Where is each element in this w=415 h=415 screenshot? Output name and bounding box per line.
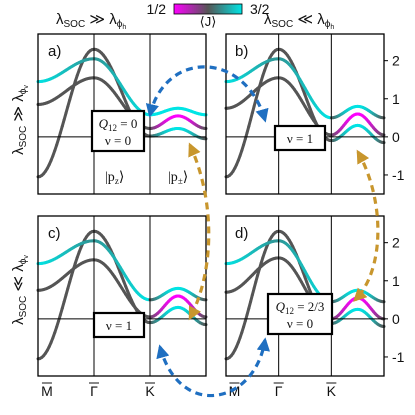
x-tick-label-3: K xyxy=(327,383,337,399)
y-tick-label: -1 xyxy=(392,167,405,183)
panel-a-nu-text: ν = 0 xyxy=(105,133,131,148)
y-tick-label: 1 xyxy=(392,91,400,107)
y-tick-label: 2 xyxy=(392,53,400,69)
panel-d-frame xyxy=(225,215,385,377)
panel-c-label: c) xyxy=(48,225,61,242)
panel-d-q12-text: Q12 = 2/3 xyxy=(276,299,325,316)
panel-c: c) ν = 1 xyxy=(36,215,208,377)
y-tick-label: 0 xyxy=(392,311,400,327)
panel-c-bands xyxy=(36,229,208,361)
panel-d: d) Q12 = 2/3 ν = 0 xyxy=(224,215,386,377)
panel-a-band-3 xyxy=(36,57,208,117)
colorbar-high-label: 3/2 xyxy=(250,1,270,17)
panel-b-label: b) xyxy=(235,43,248,60)
colorbar-gradient xyxy=(173,3,243,15)
panel-b-nu-text: ν = 1 xyxy=(287,131,313,146)
panel-c-info-box: ν = 1 xyxy=(92,311,146,339)
orbital-ppm-label: |p±⟩ xyxy=(168,170,188,186)
panel-a: a) Q12 = 0 ν = 0 |pz⟩ |p±⟩ xyxy=(36,33,208,195)
gold-arrow-left xyxy=(188,142,211,321)
x-tick-label-1: M xyxy=(41,383,53,399)
panel-b: b) ν = 1 xyxy=(224,33,386,195)
x-tick-label-1: M xyxy=(229,383,241,399)
panel-a-band-1 xyxy=(36,47,208,179)
header-left-label: λSOC ≫ λϕh xyxy=(56,11,126,31)
panel-d-nu-text: ν = 0 xyxy=(287,316,313,331)
orbital-pz-label: |pz⟩ xyxy=(105,170,124,186)
panel-d-info-box: Q12 = 2/3 ν = 0 xyxy=(266,292,334,336)
row-label-top: λSOC ≫ λϕv xyxy=(10,85,30,155)
colorbar: 1/2 ⟨J⟩ 3/2 xyxy=(147,1,270,29)
x-tick-label-2: Γ xyxy=(90,383,98,399)
panel-c-frame xyxy=(37,215,207,377)
y-tick-label: 1 xyxy=(392,273,400,289)
blue-arrow-bottom xyxy=(156,337,270,398)
row-label-bottom: λSOC ≪ λϕv xyxy=(10,255,30,325)
header-right-label: λSOC ≪ λϕh xyxy=(264,11,334,31)
panel-a-label: a) xyxy=(48,43,61,60)
panel-b-band-2 xyxy=(224,76,386,137)
colorbar-low-label: 1/2 xyxy=(147,1,167,17)
panel-b-info-box: ν = 1 xyxy=(273,124,327,152)
y-tick-label: 2 xyxy=(392,235,400,251)
panel-a-info-box: Q12 = 0 ν = 0 xyxy=(90,109,146,153)
panel-a-q12-text: Q12 = 0 xyxy=(99,116,138,133)
colorbar-mid-label: ⟨J⟩ xyxy=(200,14,217,29)
panel-b-band-3 xyxy=(224,57,386,120)
x-tick-label-2: Γ xyxy=(275,383,283,399)
panel-d-label: d) xyxy=(235,225,248,242)
panel-c-nu-text: ν = 1 xyxy=(106,318,132,333)
y-tick-label: -1 xyxy=(392,349,405,365)
gold-arrow-right xyxy=(353,149,380,302)
y-tick-label: 0 xyxy=(392,129,400,145)
x-tick-label-3: K xyxy=(145,383,155,399)
y-axis-top: -1 0 1 2 xyxy=(384,53,405,183)
y-axis-bottom: -1 0 1 2 xyxy=(384,235,405,365)
